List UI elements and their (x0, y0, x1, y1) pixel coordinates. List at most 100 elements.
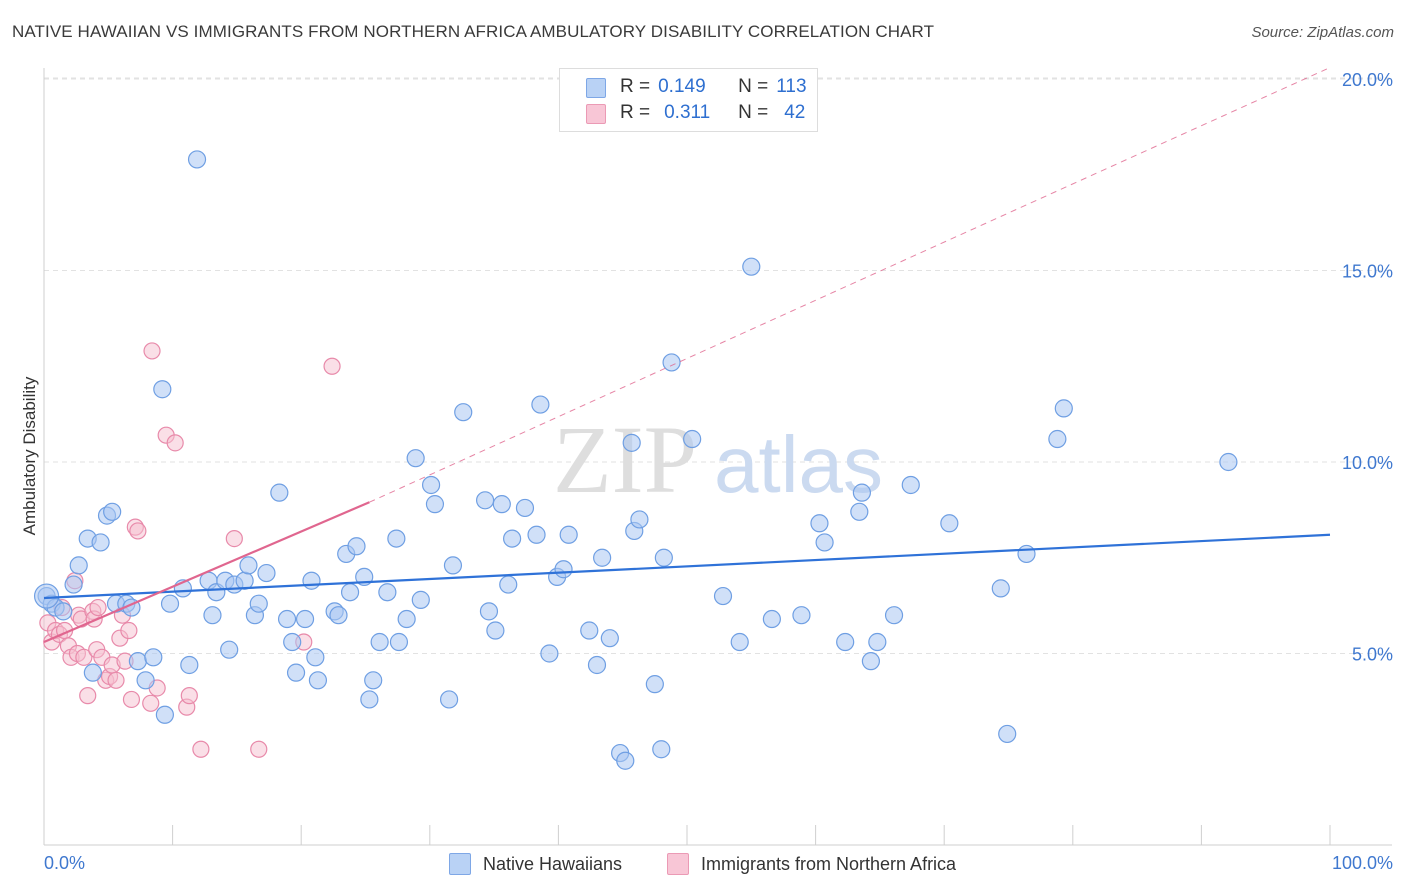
chart-title: NATIVE HAWAIIAN VS IMMIGRANTS FROM NORTH… (12, 22, 935, 41)
pink-point (323, 357, 341, 375)
trendlines (43, 67, 1331, 644)
blue-point (1219, 452, 1238, 472)
blue-point (144, 648, 163, 667)
blue-point (654, 548, 673, 567)
blue-point (103, 502, 122, 521)
tick-labels: 5.0% 10.0% 15.0% 20.0% 0.0% 100.0% (44, 70, 1393, 873)
blue-point (475, 491, 495, 510)
blue-point (153, 380, 172, 399)
blue-point (454, 403, 473, 422)
r-label: R = (620, 102, 651, 123)
blue-point (33, 583, 60, 609)
blue-point (792, 606, 811, 625)
blue-point (54, 602, 73, 621)
blue-point (492, 495, 511, 514)
blue-legend-label: Native Hawaiians (483, 853, 623, 874)
blue-point (998, 724, 1017, 744)
blue-point (515, 498, 535, 518)
blue-point (662, 353, 681, 372)
blue-point (421, 475, 441, 495)
blue-point (257, 563, 276, 583)
y-tick-label: 5.0% (1352, 645, 1393, 665)
y-tick-label: 10.0% (1342, 453, 1393, 473)
blue-point (389, 632, 409, 652)
blue-point (160, 594, 180, 613)
pink-point (225, 529, 243, 548)
blue-point (531, 395, 550, 414)
blue-point (239, 556, 258, 575)
blue-point (128, 652, 147, 671)
y-tick-label: 20.0% (1342, 70, 1393, 90)
source-label: Source: ZipAtlas.com (1251, 24, 1394, 41)
blue-point (1048, 429, 1067, 449)
blue-point (397, 609, 416, 629)
legend-row-pink: R = 0.311 N = 42 (620, 101, 805, 125)
blue-point (540, 644, 559, 663)
blue-point (652, 740, 671, 759)
blue-point (220, 640, 239, 659)
blue-point (630, 510, 649, 529)
blue-point (302, 571, 321, 590)
blue-point (136, 671, 155, 690)
blue-point (503, 529, 522, 548)
blue-point (378, 583, 397, 602)
blue-point (270, 483, 289, 502)
blue-point (1017, 544, 1036, 564)
blue-point (340, 583, 360, 602)
pink-point (250, 740, 268, 758)
blue-point (600, 629, 619, 648)
pink-swatch (586, 104, 606, 124)
blue-point (443, 556, 463, 575)
blue-point (762, 609, 781, 629)
blue-point (347, 537, 366, 556)
blue-point (815, 533, 834, 552)
blue-point (370, 632, 389, 652)
blue-point (616, 751, 635, 770)
blue-point (387, 529, 406, 548)
n-value: 113 (776, 76, 807, 97)
correlation-legend: R = 0.149 N = 113 R = 0.311 N = 42 (559, 68, 818, 132)
series-legend-pink: Immigrants from Northern Africa (667, 852, 956, 876)
blue-point (364, 671, 383, 690)
blue-point (810, 514, 829, 533)
pink-point (89, 598, 107, 617)
blue-point (593, 548, 612, 567)
blue-point (622, 433, 641, 452)
blue-point (286, 663, 306, 682)
pink-point (142, 694, 160, 712)
y-axis-label: Ambulatory Disability (20, 376, 39, 535)
pink-point (192, 740, 210, 758)
n-value: 42 (784, 102, 806, 123)
blue-series (33, 150, 1238, 770)
blue-point (901, 475, 920, 495)
y-tick-label: 15.0% (1342, 262, 1393, 282)
blue-point (406, 449, 425, 468)
pink-series (39, 342, 341, 758)
blue-point (836, 632, 855, 652)
x-tick-label-max: 100.0% (1332, 853, 1393, 873)
blue-point (306, 648, 325, 667)
blue-point (277, 609, 297, 629)
blue-point (527, 525, 546, 544)
blue-point (91, 533, 110, 552)
blue-point (64, 575, 83, 594)
axes (43, 68, 1392, 846)
pink-legend-swatch (667, 853, 689, 875)
blue-point (235, 571, 254, 590)
blue-point (861, 652, 880, 671)
pink-legend-label: Immigrants from Northern Africa (701, 853, 957, 874)
blue-point (295, 609, 315, 629)
blue-point (730, 632, 749, 652)
blue-point (742, 257, 761, 276)
r-value: 0.311 (664, 102, 711, 123)
blue-trendline (43, 533, 1331, 600)
blue-point (249, 594, 268, 613)
blue-point (587, 655, 607, 675)
blue-point (683, 429, 702, 449)
x-tick-label-min: 0.0% (44, 853, 85, 873)
pink-point (166, 434, 184, 452)
r-label: R = (620, 76, 651, 97)
pink-point (107, 671, 125, 689)
blue-point (884, 606, 904, 625)
